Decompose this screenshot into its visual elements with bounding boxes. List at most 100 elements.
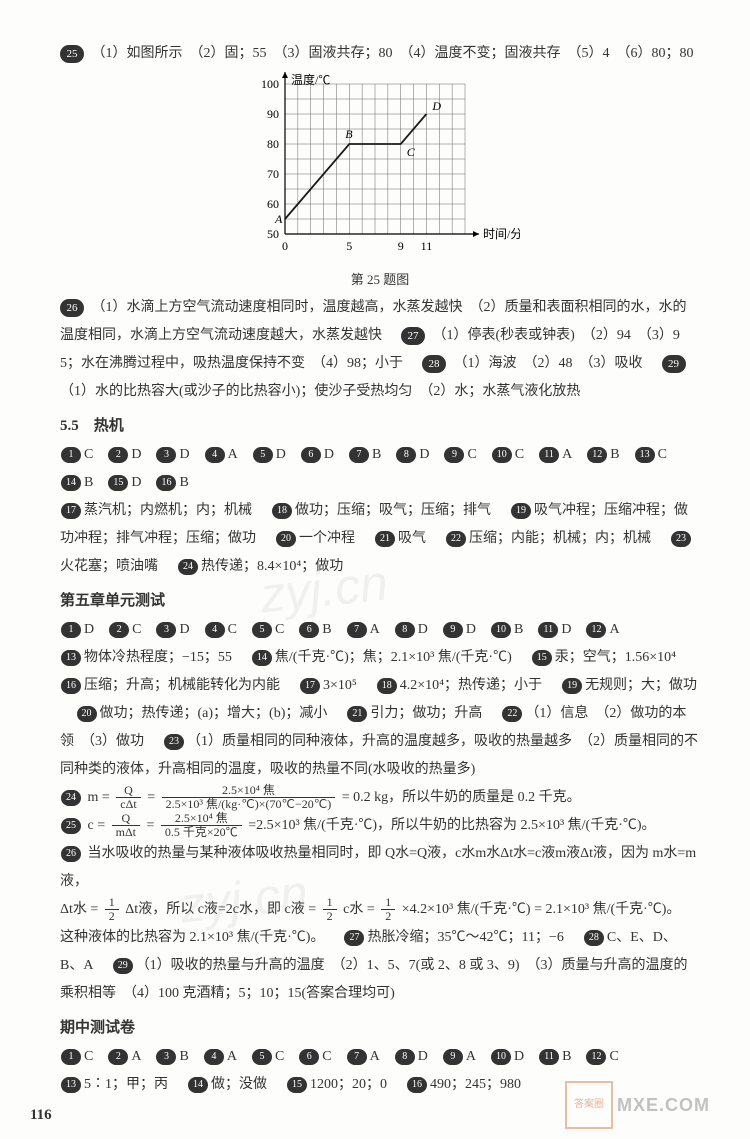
qnum-10: 10	[492, 447, 512, 463]
svg-text:90: 90	[267, 107, 279, 121]
s55-20: 一个冲程	[299, 531, 355, 546]
u5-26-2c: c水 =	[343, 902, 375, 917]
qnum-23: 23	[671, 531, 691, 547]
mc-cell: 6C	[298, 1043, 331, 1071]
u5-26-2a: Δt水 =	[60, 902, 98, 917]
midterm-title: 期中测试卷	[60, 1016, 700, 1037]
mc-answer: A	[370, 616, 380, 644]
qnum-9: 9	[444, 447, 464, 463]
mc-answer: B	[322, 616, 331, 644]
mc-answer: D	[418, 616, 428, 644]
u5-25-line: 25 c = Q mΔt = 2.5×10⁴ 焦 0.5 千克×20℃ =2.5…	[60, 812, 700, 840]
qnum-5: 5	[252, 622, 272, 638]
qnum-u14: 14	[252, 650, 272, 666]
svg-text:60: 60	[267, 197, 279, 211]
qnum-m15: 15	[287, 1077, 307, 1093]
u5-27: 热胀冷缩；35℃～42℃；11；−6	[367, 930, 563, 945]
frac-num: Q	[116, 784, 140, 798]
qnum-4: 4	[204, 1049, 224, 1065]
mc-answer: C	[132, 616, 141, 644]
seal-icon: 答案圈	[565, 1081, 613, 1129]
svg-text:80: 80	[267, 137, 279, 151]
mc-cell: 9C	[443, 441, 476, 469]
mc-answer: B	[514, 616, 523, 644]
svg-text:11: 11	[421, 239, 433, 253]
frac-num: 1	[381, 896, 395, 910]
frac-den: 2	[105, 910, 119, 923]
qnum-2: 2	[108, 1049, 128, 1065]
mc-answer: C	[275, 1043, 284, 1071]
svg-text:70: 70	[267, 167, 279, 181]
qnum-24: 24	[178, 559, 198, 575]
qnum-u21: 21	[347, 706, 367, 722]
qnum-27: 27	[401, 327, 425, 345]
qnum-11: 11	[539, 447, 559, 463]
mc-cell: 4A	[203, 1043, 237, 1071]
mc-cell: 9A	[442, 1043, 476, 1071]
qnum-m13: 13	[61, 1077, 81, 1093]
qnum-15: 15	[108, 475, 128, 491]
qnum-17: 17	[61, 503, 81, 519]
mc-cell: 14B	[60, 469, 93, 497]
qnum-5: 5	[252, 1049, 272, 1065]
qnum-u18: 18	[377, 678, 397, 694]
qnum-4: 4	[205, 447, 225, 463]
page-number: 116	[30, 1107, 52, 1124]
qnum-12: 12	[586, 622, 606, 638]
qnum-3: 3	[156, 447, 176, 463]
qnum-26: 26	[60, 299, 84, 317]
qnum-11: 11	[538, 622, 558, 638]
u5-26-line1: 26 当水吸收的热量与某种液体吸收热量相同时，即 Q水=Q液，c水m水Δt水=c…	[60, 840, 700, 896]
mc-answer: A	[562, 441, 572, 469]
qnum-16: 16	[156, 475, 176, 491]
svg-text:C: C	[407, 145, 416, 159]
mc-answer: A	[131, 1043, 141, 1071]
mc-answer: A	[466, 1043, 476, 1071]
qnum-7: 7	[349, 447, 369, 463]
qnum-1: 1	[61, 622, 81, 638]
mc-cell: 12B	[586, 441, 619, 469]
mc-answer: C	[515, 441, 524, 469]
u5-16: 压缩；升高；机械能转化为内能	[84, 678, 280, 693]
chart-container: 506070809010005911时间/分温度/℃ABCD 第 25 题图	[60, 72, 700, 288]
mc-answer: A	[609, 616, 619, 644]
mc-cell: 12C	[585, 1043, 618, 1071]
qnum-u24: 24	[61, 790, 81, 806]
mc-cell: 2D	[107, 441, 141, 469]
mc-answer: C	[84, 441, 93, 469]
qnum-8: 8	[396, 447, 416, 463]
s55-mc-row: 1C2D3D4A5D6D7B8D9C10C11A12B13C14B15D16B	[60, 441, 700, 497]
qnum-u25: 25	[61, 818, 81, 834]
qnum-u27: 27	[344, 930, 364, 946]
u5-19: 无规则；大；做功	[585, 678, 697, 693]
mc-answer: C	[275, 616, 284, 644]
mc-cell: 7A	[346, 1043, 380, 1071]
mc-cell: 10C	[491, 441, 524, 469]
qnum-19: 19	[511, 503, 531, 519]
mc-cell: 11D	[537, 616, 571, 644]
mc-answer: C	[658, 441, 667, 469]
qnum-10: 10	[491, 622, 511, 638]
mc-answer: D	[131, 441, 141, 469]
mc-answer: A	[228, 441, 238, 469]
mc-cell: 6D	[300, 441, 334, 469]
u5-24-frac2: 2.5×10⁴ 焦 2.5×10³ 焦/(kg·℃)×(70℃−20℃)	[162, 784, 336, 811]
mc-cell: 4A	[204, 441, 238, 469]
mc-cell: 3D	[155, 441, 189, 469]
u5-25-frac2: 2.5×10⁴ 焦 0.5 千克×20℃	[161, 812, 242, 839]
frac-num: 1	[323, 896, 337, 910]
u5-21: 引力；做功；升高	[370, 706, 482, 721]
u5-25-result: =2.5×10³ 焦/(千克·℃)，所以牛奶的比热容为 2.5×10³ 焦/(千…	[248, 818, 655, 833]
u5-25-frac1: Q mΔt	[112, 812, 140, 839]
u5-24-line: 24 m = Q cΔt = 2.5×10⁴ 焦 2.5×10³ 焦/(kg·℃…	[60, 784, 700, 812]
frac-den: cΔt	[116, 798, 140, 811]
qnum-7: 7	[347, 622, 367, 638]
mc-cell: 8D	[394, 616, 428, 644]
mc-cell: 2A	[107, 1043, 141, 1071]
mc-cell: 2C	[108, 616, 141, 644]
mc-answer: C	[84, 1043, 93, 1071]
s55-22: 压缩；内能；机械；内；机械	[469, 531, 651, 546]
mc-answer: D	[418, 1043, 428, 1071]
u5-23: （1）质量相同的同种液体，升高的温度越多，吸收的热量越多 （2）质量相同的不同种…	[60, 734, 698, 777]
q29-text: （1）水的比热容大(或沙子的比热容小)；使沙子受热均匀 （2）水；水蒸气液化放热	[60, 384, 580, 399]
